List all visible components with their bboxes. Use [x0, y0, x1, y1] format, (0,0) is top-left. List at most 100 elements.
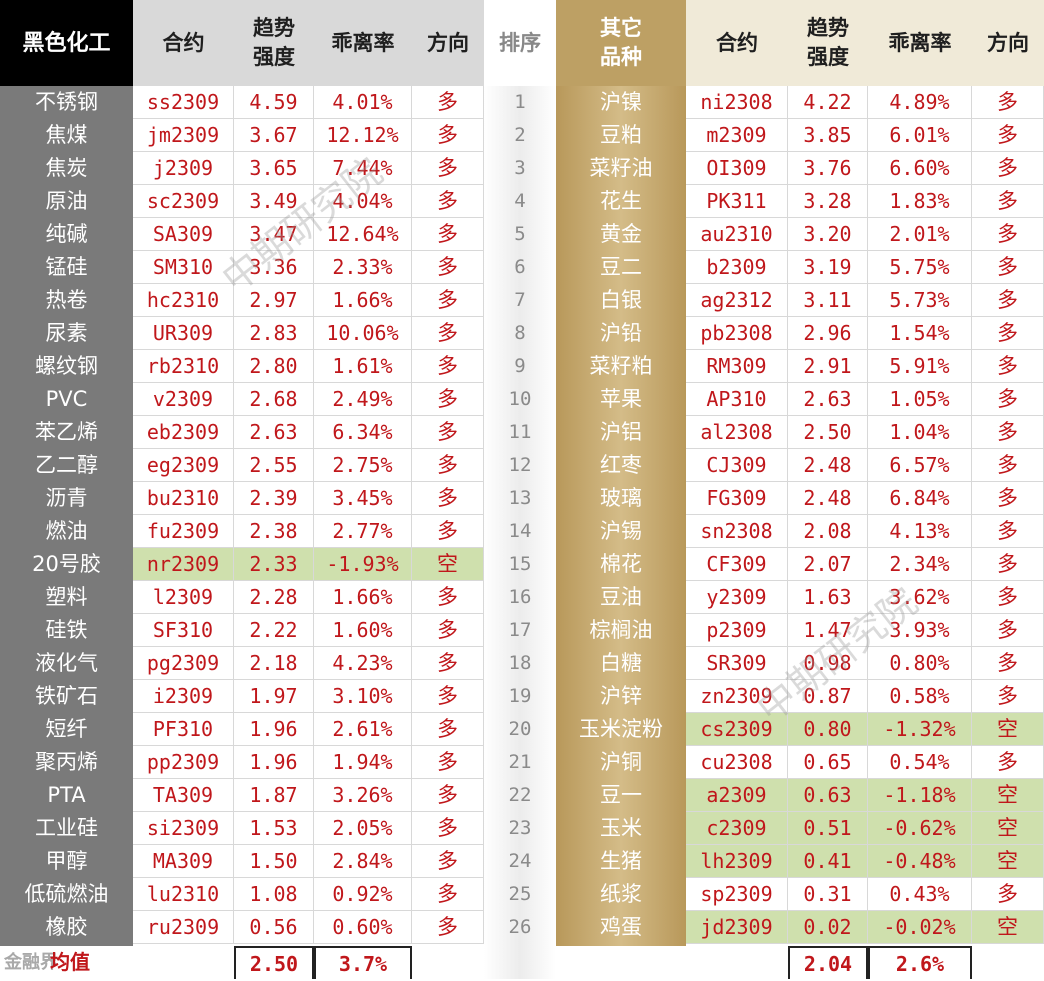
left-deviation: 2.75%	[314, 449, 412, 482]
left-contract: lu2310	[133, 878, 234, 911]
right-contract: OI309	[686, 152, 788, 185]
left-deviation: 6.34%	[314, 416, 412, 449]
right-deviation: 6.84%	[868, 482, 972, 515]
right-item-name: 豆油	[600, 585, 642, 609]
rank-number: 3	[514, 157, 526, 179]
right-trend-strength: 1.63	[788, 581, 868, 614]
left-deviation: 1.66%	[314, 581, 412, 614]
right-contract: b2309	[686, 251, 788, 284]
left-item-name: 螺纹钢	[35, 354, 98, 378]
left-name-column-bg	[0, 86, 133, 946]
right-contract: CF309	[686, 548, 788, 581]
right-item-name: 白银	[600, 288, 642, 312]
rank-number: 20	[508, 718, 532, 740]
table-row: 甲醇 MA309 1.50 2.84% 多 24 生猪 lh2309 0.41 -0.48% 空	[0, 845, 1044, 878]
right-contract: jd2309	[686, 911, 788, 944]
right-contract: y2309	[686, 581, 788, 614]
left-deviation: 2.84%	[314, 845, 412, 878]
right-trend-strength: 3.76	[788, 152, 868, 185]
right-item-name: 玻璃	[600, 486, 642, 510]
left-item-name: 短纤	[45, 717, 88, 741]
left-trend-strength: 2.83	[234, 317, 314, 350]
right-contract: PK311	[686, 185, 788, 218]
left-contract: pp2309	[133, 746, 234, 779]
left-trend-strength: 2.18	[234, 647, 314, 680]
left-deviation: 3.45%	[314, 482, 412, 515]
right-direction: 多	[972, 449, 1044, 482]
right-deviation: 3.93%	[868, 614, 972, 647]
header-right-contract: 合约	[686, 0, 788, 86]
rank-number: 11	[508, 421, 532, 443]
left-direction: 多	[412, 218, 484, 251]
right-direction: 多	[972, 548, 1044, 581]
left-deviation: 3.26%	[314, 779, 412, 812]
right-contract: sp2309	[686, 878, 788, 911]
right-direction: 空	[972, 911, 1044, 944]
right-trend-strength: 0.65	[788, 746, 868, 779]
right-contract: c2309	[686, 812, 788, 845]
left-direction: 多	[412, 746, 484, 779]
right-direction: 多	[972, 251, 1044, 284]
right-trend-strength: 2.96	[788, 317, 868, 350]
right-contract: pb2308	[686, 317, 788, 350]
right-contract: SR309	[686, 647, 788, 680]
rank-number: 2	[514, 124, 526, 146]
left-item-name: 热卷	[45, 288, 88, 312]
right-item-name: 玉米淀粉	[579, 717, 663, 741]
table-row: 原油 sc2309 3.49 4.04% 多 4 花生 PK311 3.28 1.83% 多	[0, 185, 1044, 218]
right-item-name: 鸡蛋	[600, 915, 642, 939]
average-label: 均值	[50, 950, 90, 974]
left-direction: 多	[412, 911, 484, 944]
right-deviation: 1.04%	[868, 416, 972, 449]
header-right-category: 其它 品种	[556, 0, 686, 86]
right-item-name: 沪锡	[600, 519, 642, 543]
right-deviation: 1.83%	[868, 185, 972, 218]
right-direction: 空	[972, 812, 1044, 845]
right-deviation: 6.60%	[868, 152, 972, 185]
right-trend-strength: 2.91	[788, 350, 868, 383]
left-contract: TA309	[133, 779, 234, 812]
left-deviation: 4.23%	[314, 647, 412, 680]
left-item-name: 低硫燃油	[24, 882, 109, 906]
left-deviation: 4.01%	[314, 86, 412, 119]
left-item-name: 锰硅	[45, 255, 88, 279]
right-direction: 多	[972, 515, 1044, 548]
left-deviation: 1.60%	[314, 614, 412, 647]
table-row: 螺纹钢 rb2310 2.80 1.61% 多 9 菜籽粕 RM309 2.91 5.91% 多	[0, 350, 1044, 383]
left-direction: 多	[412, 152, 484, 185]
left-contract: sc2309	[133, 185, 234, 218]
rank-number: 16	[508, 586, 532, 608]
right-trend-strength: 1.47	[788, 614, 868, 647]
right-item-name: 棕榈油	[589, 618, 653, 642]
header-right-deviation: 乖离率	[868, 0, 972, 86]
left-direction: 多	[412, 185, 484, 218]
left-deviation: 0.92%	[314, 878, 412, 911]
right-contract: p2309	[686, 614, 788, 647]
left-trend-strength: 4.59	[234, 86, 314, 119]
left-item-name: 工业硅	[35, 816, 98, 840]
right-name-column-bg	[556, 86, 686, 946]
left-average-trend: 2.50	[234, 946, 314, 979]
right-direction: 多	[972, 614, 1044, 647]
left-item-name: 甲醇	[45, 849, 88, 873]
right-contract: RM309	[686, 350, 788, 383]
left-direction: 多	[412, 515, 484, 548]
right-deviation: 4.89%	[868, 86, 972, 119]
left-contract: v2309	[133, 383, 234, 416]
table-row: PVC v2309 2.68 2.49% 多 10 苹果 AP310 2.63 1.05% 多	[0, 383, 1044, 416]
right-deviation: 0.80%	[868, 647, 972, 680]
right-direction: 多	[972, 317, 1044, 350]
left-deviation: 2.49%	[314, 383, 412, 416]
right-item-name: 沪铜	[600, 750, 642, 774]
left-item-name: 液化气	[35, 651, 98, 675]
left-trend-strength: 2.68	[234, 383, 314, 416]
left-trend-strength: 1.50	[234, 845, 314, 878]
right-item-name: 菜籽粕	[589, 354, 653, 378]
right-contract: CJ309	[686, 449, 788, 482]
left-trend-strength: 2.80	[234, 350, 314, 383]
right-trend-strength: 3.11	[788, 284, 868, 317]
rank-number: 25	[508, 883, 532, 905]
right-direction: 多	[972, 416, 1044, 449]
rank-number: 24	[508, 850, 532, 872]
left-item-name: PTA	[47, 783, 86, 807]
